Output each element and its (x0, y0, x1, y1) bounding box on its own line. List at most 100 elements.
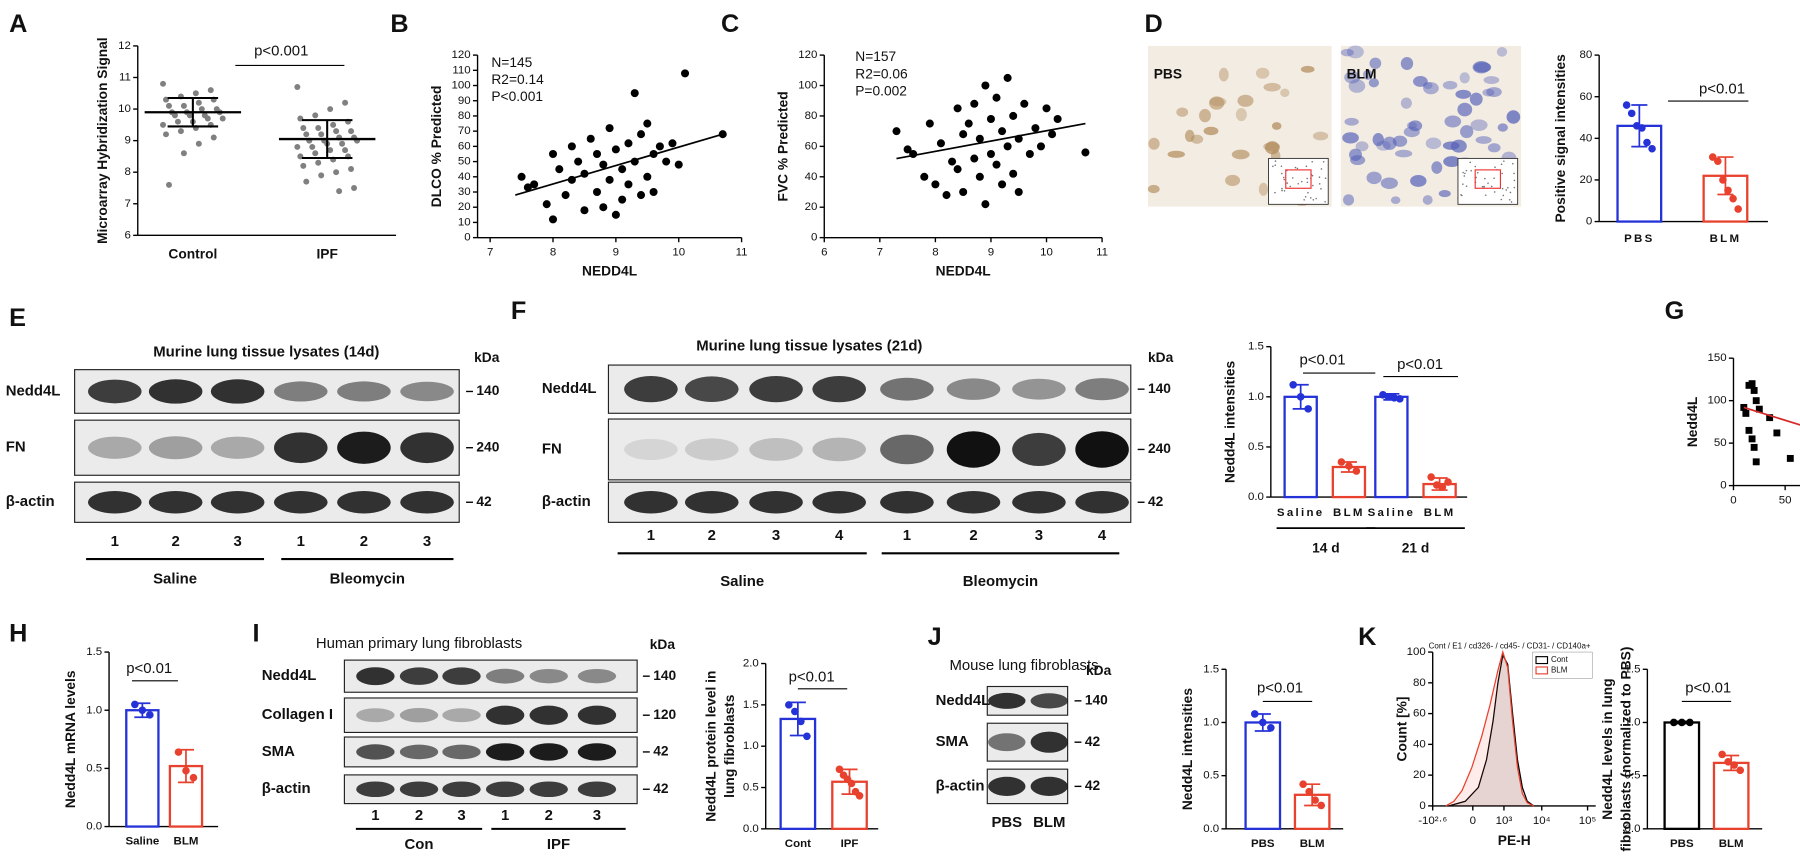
row-label: Nedd4L (6, 382, 61, 399)
x-tick-label: BLM (1710, 233, 1742, 245)
cell (1403, 126, 1420, 138)
data-point (1311, 796, 1319, 804)
lane-label: 2 (360, 533, 368, 550)
cell (1392, 135, 1408, 147)
data-point (1678, 718, 1686, 727)
data-point (992, 93, 1001, 102)
band (529, 743, 568, 761)
y-tick-label: 0.5 (1203, 770, 1219, 782)
panel-label: K (1358, 623, 1376, 651)
data-point (662, 157, 671, 166)
inset-dot (1281, 187, 1283, 190)
y-tick-label: 11 (119, 72, 131, 84)
data-point (1250, 710, 1259, 718)
data-point (297, 115, 304, 122)
band (684, 438, 739, 461)
row-label: SMA (936, 733, 969, 750)
inset-dot (1462, 183, 1464, 185)
cell (1496, 47, 1508, 57)
inset-dot (1509, 191, 1512, 194)
y-tick-label: 80 (1413, 677, 1426, 689)
inset-dot (1481, 185, 1484, 188)
band (399, 744, 439, 760)
annotation: P=0.002 (855, 83, 907, 98)
data-point (599, 203, 608, 212)
band (880, 377, 934, 401)
kda-header: kDa (1148, 350, 1174, 365)
data-point (981, 200, 990, 209)
cell (1469, 92, 1483, 106)
band (624, 376, 678, 403)
inset-dot (1501, 172, 1503, 175)
y-axis-label: FVC % Predicted (776, 91, 791, 201)
y-axis-label: Microarray Hybridization Signal (95, 37, 110, 244)
y-axis-label: Positive signal intensities (1553, 54, 1568, 223)
inset-dot (1272, 165, 1274, 168)
cell (1369, 57, 1382, 69)
data-point (1053, 114, 1062, 124)
cell (1413, 76, 1428, 87)
y-tick-label: 110 (452, 64, 470, 76)
band (1075, 491, 1129, 514)
bar (1283, 395, 1318, 499)
panel-label: J (928, 623, 942, 651)
inset-dot (1512, 162, 1514, 165)
data-point (959, 130, 968, 139)
cell (1423, 82, 1439, 95)
y-tick-label: 8 (124, 166, 130, 178)
panel-label: H (9, 620, 27, 648)
y-tick-label: 100 (1707, 395, 1726, 407)
cell (1487, 143, 1501, 153)
x-tick-label: 10³ (1496, 815, 1513, 827)
y-tick-label: 0 (811, 232, 817, 244)
data-point (1014, 187, 1023, 197)
data-point (339, 140, 346, 147)
data-point (1730, 761, 1738, 769)
data-point (195, 140, 202, 147)
y-tick-label: 120 (452, 49, 471, 61)
y-tick-label: 20 (1413, 769, 1426, 781)
data-point (1304, 405, 1312, 413)
panel-label: A (9, 10, 27, 38)
x-tick-label: Saline (1368, 507, 1416, 519)
cell (1460, 125, 1474, 139)
band (399, 781, 439, 798)
data-point (611, 210, 620, 219)
data-point (548, 215, 558, 224)
inset-dot (1283, 178, 1286, 181)
x-tick-label: 9 (988, 247, 994, 259)
inset-dot (1311, 174, 1314, 177)
data-point (1734, 205, 1742, 213)
kda-label: 140 (1148, 381, 1171, 396)
data-point (953, 104, 962, 113)
cell (1344, 71, 1361, 84)
cell (1438, 190, 1451, 198)
y-tick-label: 12 (118, 40, 131, 52)
inset-dot (1274, 164, 1277, 166)
image-label: BLM (1347, 66, 1377, 81)
data-point (1736, 766, 1745, 775)
y-tick-label: 40 (1580, 132, 1593, 144)
data-point (975, 134, 984, 143)
inset-dot (1320, 168, 1323, 170)
data-point (166, 181, 172, 188)
bar (1712, 761, 1750, 831)
data-point (998, 127, 1007, 136)
data-point (1622, 101, 1631, 109)
kda-header: kDa (474, 350, 500, 365)
band (577, 743, 617, 761)
inset-dot (1304, 195, 1307, 198)
kda-label: 42 (1148, 494, 1164, 509)
data-point (1648, 144, 1656, 153)
y-tick-label: 0.0 (86, 821, 102, 833)
group-label: Saline (153, 571, 197, 588)
data-point (1755, 405, 1763, 413)
inset-dot (1501, 187, 1504, 190)
histogram-curve (1445, 649, 1535, 807)
lane-label: 4 (1098, 527, 1107, 544)
y-axis-label: Nedd4L (1685, 397, 1700, 447)
x-tick-label: 0 (1470, 815, 1476, 827)
data-point (1444, 478, 1452, 486)
